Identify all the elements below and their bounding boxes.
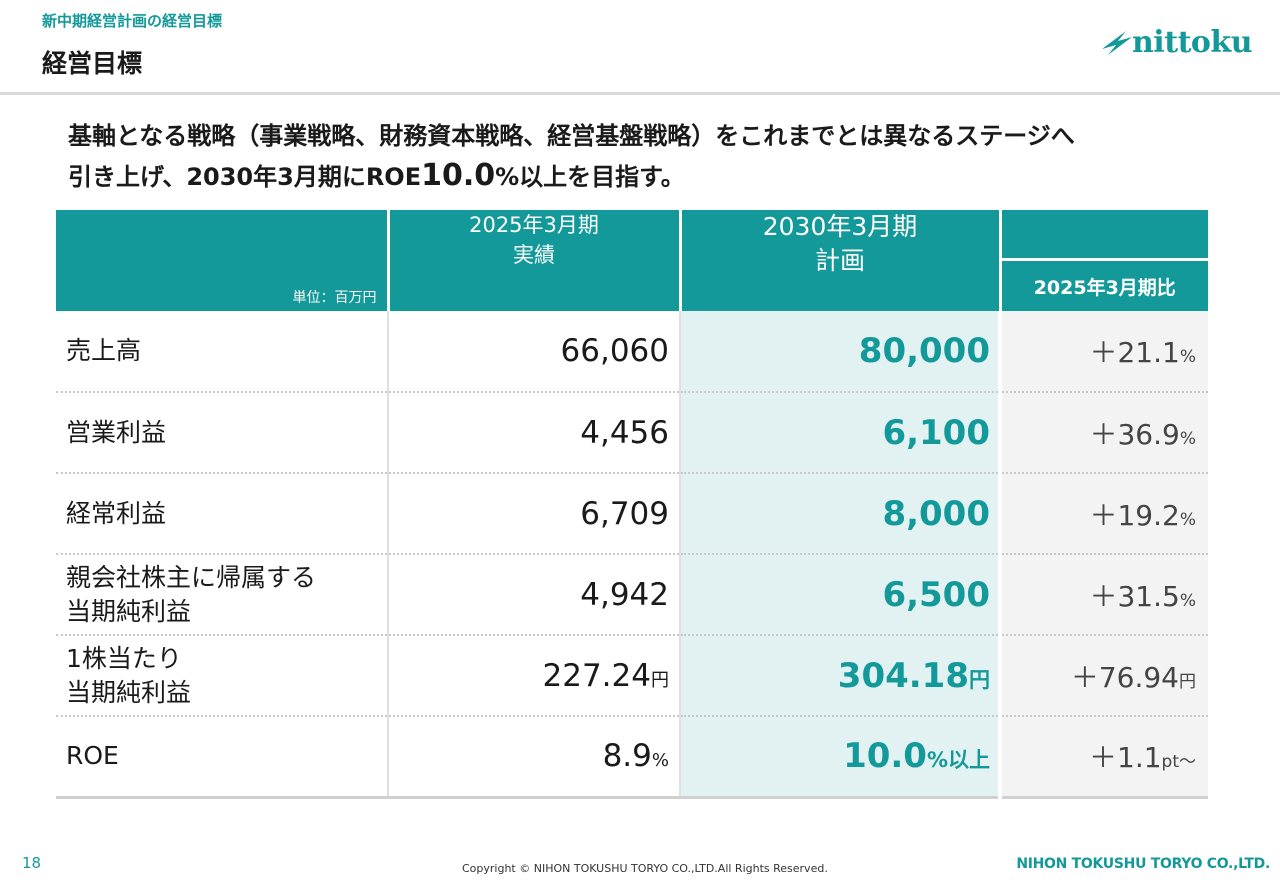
company-logo: nittoku [1100, 20, 1260, 64]
row-label-line-1: 親会社株主に帰属する [66, 562, 317, 592]
logo-text: nittoku [1132, 24, 1253, 60]
comparison-unit: pt～ [1161, 752, 1196, 773]
headline: 基軸となる戦略（事業戦略、財務資本戦略、経営基盤戦略）をこれまでとは異なるステー… [68, 116, 1075, 197]
header-plan: 2030年3月期 計画 [680, 210, 1002, 311]
row-label: 経常利益 [56, 473, 389, 555]
actual-value: 8.9 [602, 738, 652, 775]
plan-value-cell: 6,500 [680, 554, 1002, 636]
table-header-row: 単位：百万円 2025年3月期 実績 2030年3月期 計画 2025年3月期比 [56, 210, 1208, 311]
plan-unit: %以上 [926, 748, 990, 773]
management-goals-table: 単位：百万円 2025年3月期 実績 2030年3月期 計画 2025年3月期比… [56, 210, 1208, 799]
plan-value-cell: 10.0%以上 [680, 716, 1002, 799]
headline-line-2: 引き上げ、2030年3月期にROE10.0%以上を目指す。 [68, 156, 1075, 197]
plan-value-cell: 304.18円 [680, 635, 1002, 717]
logo-mark-icon [1102, 31, 1132, 55]
row-label: 1株当たり当期純利益 [56, 635, 389, 717]
header-unit-cell: 単位：百万円 [56, 210, 390, 311]
comparison-value: ＋21.1 [1089, 336, 1180, 369]
plan-value: 8,000 [882, 493, 990, 534]
comparison-value-cell: ＋36.9% [1000, 392, 1208, 474]
plan-value-cell: 80,000 [680, 311, 1002, 393]
table-row: 1株当たり 当期純利益 227.24円 304.18円 ＋76.94円 [56, 635, 1208, 717]
table-row: 経常利益 6,709 8,000 ＋19.2% [56, 473, 1208, 555]
comparison-unit: % [1179, 428, 1196, 449]
row-label: 親会社株主に帰属する 当期純利益 [56, 554, 389, 636]
actual-unit: % [651, 750, 669, 772]
breadcrumb: 新中期経営計画の経営目標 [42, 12, 223, 30]
headline-prefix: 引き上げ、2030年3月期にROE [68, 163, 422, 191]
plan-value: 6,500 [882, 574, 990, 615]
table-row: ROE 8.9% 10.0%以上 ＋1.1pt～ [56, 716, 1208, 799]
comparison-value: ＋19.2 [1089, 498, 1180, 532]
comparison-value-cell: ＋19.2% [1000, 473, 1208, 555]
comparison-value: ＋76.94 [1070, 660, 1179, 694]
header-plan-label: 計画 [814, 246, 865, 275]
plan-value: 80,000 [858, 331, 990, 371]
comparison-value: ＋31.5 [1089, 579, 1180, 613]
actual-unit: 円 [651, 669, 669, 691]
header-plan-period: 2030年3月期 [762, 212, 918, 241]
plan-value: 304.18 [837, 655, 969, 696]
comparison-unit: % [1179, 347, 1196, 367]
actual-value-cell: 8.9% [388, 716, 681, 799]
row-label: 営業利益 [56, 392, 389, 474]
header-comparison: 2025年3月期比 [1000, 210, 1208, 311]
row-label-line-1: ROE [66, 741, 119, 771]
comparison-value-cell: ＋1.1pt～ [1000, 716, 1208, 799]
header-actual-period: 2025年3月期 [469, 213, 599, 237]
actual-value: 6,709 [580, 495, 669, 532]
actual-value: 66,060 [560, 333, 669, 369]
actual-value-cell: 4,456 [388, 392, 681, 474]
header-actual-label: 実績 [513, 243, 555, 267]
comparison-unit: % [1179, 590, 1196, 611]
header-divider [0, 92, 1280, 95]
unit-label: 単位：百万円 [292, 290, 377, 306]
plan-value: 6,100 [882, 412, 990, 453]
actual-value-cell: 227.24円 [388, 635, 681, 717]
headline-line-1: 基軸となる戦略（事業戦略、財務資本戦略、経営基盤戦略）をこれまでとは異なるステー… [68, 122, 1075, 150]
header-comparison-label: 2025年3月期比 [1001, 261, 1208, 311]
comparison-value: ＋1.1 [1089, 741, 1162, 775]
table-row: 売上高 66,060 80,000 ＋21.1% [56, 311, 1208, 393]
headline-roe-value: 10.0 [421, 158, 496, 193]
comparison-value-cell: ＋76.94円 [1000, 635, 1208, 717]
actual-value: 4,456 [580, 414, 669, 451]
actual-value: 4,942 [580, 576, 669, 613]
actual-value-cell: 66,060 [388, 311, 681, 393]
table-row: 親会社株主に帰属する 当期純利益 4,942 6,500 ＋31.5% [56, 554, 1208, 636]
page-number: 18 [22, 854, 42, 872]
comparison-value: ＋36.9 [1089, 417, 1180, 451]
comparison-value-cell: ＋21.1% [1000, 311, 1208, 393]
row-label: 売上高 [56, 311, 389, 393]
row-label-line-2: 当期純利益 [66, 677, 192, 707]
comparison-unit: % [1179, 509, 1196, 530]
copyright: Copyright © NIHON TOKUSHU TORYO CO.,LTD.… [462, 862, 828, 875]
row-label-line-1: 営業利益 [66, 417, 167, 447]
row-label-line-1: 経常利益 [66, 498, 167, 528]
headline-suffix: %以上を目指す。 [495, 163, 685, 191]
plan-value: 10.0 [843, 736, 927, 777]
plan-unit: 円 [969, 667, 990, 692]
company-name: NIHON TOKUSHU TORYO CO.,LTD. [1016, 856, 1270, 872]
comparison-value-cell: ＋31.5% [1000, 554, 1208, 636]
plan-value-cell: 6,100 [680, 392, 1002, 474]
row-label-line-1: 1株当たり [66, 643, 182, 673]
plan-value-cell: 8,000 [680, 473, 1002, 555]
table-row: 営業利益 4,456 6,100 ＋36.9% [56, 392, 1208, 474]
actual-value-cell: 4,942 [388, 554, 681, 636]
row-label-line-2: 当期純利益 [66, 596, 192, 626]
header-actual: 2025年3月期 実績 [388, 210, 682, 311]
row-label: ROE [56, 716, 389, 799]
comparison-unit: 円 [1179, 671, 1196, 692]
page-title: 経営目標 [42, 49, 143, 78]
row-label-line-1: 売上高 [66, 336, 142, 365]
actual-value-cell: 6,709 [388, 473, 681, 555]
actual-value: 227.24 [542, 657, 651, 694]
